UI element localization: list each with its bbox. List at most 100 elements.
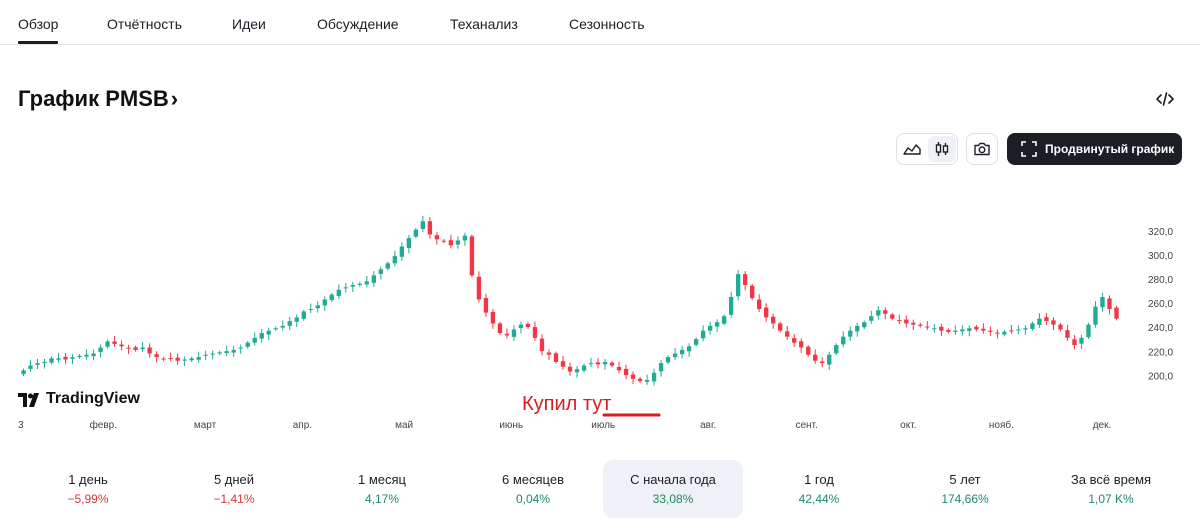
period-6m[interactable]: 6 месяцев 0,04% xyxy=(463,460,603,518)
period-5d[interactable]: 5 дней −1,41% xyxy=(164,460,304,518)
candle-body xyxy=(967,328,972,331)
candle-body xyxy=(532,327,538,338)
snapshot-button[interactable] xyxy=(966,133,998,165)
candle-body xyxy=(988,330,993,332)
tab-overview[interactable]: Обзор xyxy=(18,16,59,32)
area-chart-icon xyxy=(903,144,921,155)
period-all[interactable]: За всё время 1,07 K% xyxy=(1041,460,1181,518)
period-change: 1,07 K% xyxy=(1088,492,1134,506)
candle-body xyxy=(651,372,657,382)
x-tick-label: нояб. xyxy=(989,419,1014,431)
tab-technical-analysis[interactable]: Теханализ xyxy=(450,16,518,32)
candle-body xyxy=(1030,323,1035,329)
candle-body xyxy=(567,366,573,372)
period-change: 174,66% xyxy=(941,492,989,506)
candle-body xyxy=(848,330,853,337)
chevron-right-icon: › xyxy=(170,86,179,111)
candle-body xyxy=(1023,328,1028,330)
candle-body xyxy=(322,299,327,306)
period-label: 5 лет xyxy=(949,472,981,487)
x-tick-label: май xyxy=(395,420,413,431)
candle-body xyxy=(820,361,825,364)
candle-body xyxy=(1107,298,1112,310)
candle-body xyxy=(918,324,923,326)
candle-body xyxy=(581,365,587,371)
page-title-text: График PMSB xyxy=(18,86,169,111)
period-change: 0,04% xyxy=(515,492,551,506)
candle-body xyxy=(84,354,89,357)
period-1m[interactable]: 1 месяц 4,17% xyxy=(312,460,452,518)
candle-body xyxy=(658,363,664,372)
candle-body xyxy=(35,363,40,365)
candle-body xyxy=(539,338,545,352)
candle-body xyxy=(904,319,909,324)
candle-body xyxy=(792,338,797,343)
candle-body xyxy=(273,328,278,330)
candle-body xyxy=(448,240,454,246)
period-label: 6 месяцев xyxy=(502,472,564,487)
candle-body xyxy=(1065,330,1070,338)
candle-body xyxy=(56,358,61,360)
candle-body xyxy=(609,362,615,366)
tab-reports[interactable]: Отчётность xyxy=(107,16,183,32)
candle-body xyxy=(182,359,187,361)
candle-body xyxy=(778,323,783,331)
x-tick-label: июнь xyxy=(499,420,523,431)
candle-body xyxy=(960,329,965,332)
candle-body xyxy=(462,235,468,241)
candle-body xyxy=(995,332,1000,334)
page-title[interactable]: График PMSB› xyxy=(18,86,178,112)
candle-body xyxy=(595,362,601,365)
candle-body xyxy=(588,363,594,365)
candle-body xyxy=(420,221,426,229)
candles-layer xyxy=(21,215,1119,386)
y-tick-label: 220,0 xyxy=(1148,347,1173,358)
candle-body xyxy=(637,378,643,382)
period-label: С начала года xyxy=(630,472,716,487)
tab-seasonality[interactable]: Сезонность xyxy=(569,16,645,32)
candle-body xyxy=(147,347,152,354)
tab-ideas[interactable]: Идеи xyxy=(232,16,266,32)
period-1d[interactable]: 1 день −5,99% xyxy=(18,460,158,518)
period-1y[interactable]: 1 год 42,44% xyxy=(749,460,889,518)
candle-body xyxy=(939,326,944,331)
candle-body xyxy=(728,296,734,315)
candle-body xyxy=(252,337,257,343)
candlestick-chart-button[interactable] xyxy=(928,136,956,162)
candle-body xyxy=(855,325,860,332)
candle-body xyxy=(806,346,811,355)
price-chart[interactable]: 320,0 300,0 280,0 260,0 240,0 220,0 200,0 3 фев… xyxy=(0,170,1200,440)
x-tick-label: июль xyxy=(591,420,615,431)
candle-body xyxy=(771,316,776,324)
candle-body xyxy=(1100,296,1105,308)
candle-body xyxy=(413,229,419,237)
candle-body xyxy=(210,353,215,355)
candle-body xyxy=(28,365,33,369)
candle-body xyxy=(911,322,916,325)
candle-body xyxy=(1086,324,1091,338)
period-selector: 1 день −5,99% 5 дней −1,41% 1 месяц 4,17… xyxy=(0,460,1200,518)
candle-body xyxy=(672,353,678,358)
camera-icon xyxy=(974,142,990,156)
x-tick-label: апр. xyxy=(293,420,312,431)
candle-body xyxy=(357,283,362,285)
candle-body xyxy=(1037,318,1042,325)
period-label: За всё время xyxy=(1070,472,1152,487)
y-tick-label: 300,0 xyxy=(1148,251,1173,262)
candle-body xyxy=(196,357,201,360)
candle-body xyxy=(371,275,376,283)
y-tick-label: 280,0 xyxy=(1148,275,1173,286)
period-ytd[interactable]: С начала года 33,08% xyxy=(603,460,743,518)
tab-discussion[interactable]: Обсуждение xyxy=(317,16,399,32)
period-5y[interactable]: 5 лет 174,66% xyxy=(895,460,1035,518)
area-chart-button[interactable] xyxy=(898,136,926,162)
candle-body xyxy=(932,328,937,330)
candle-body xyxy=(623,368,629,376)
candle-body xyxy=(224,351,229,354)
embed-code-button[interactable] xyxy=(1152,88,1178,110)
candle-body xyxy=(154,354,159,358)
candle-body xyxy=(974,326,979,330)
annotation-text: Купил тут xyxy=(522,393,612,415)
candle-body xyxy=(883,310,888,314)
advanced-chart-button[interactable]: Продвинутый график xyxy=(1007,133,1182,165)
